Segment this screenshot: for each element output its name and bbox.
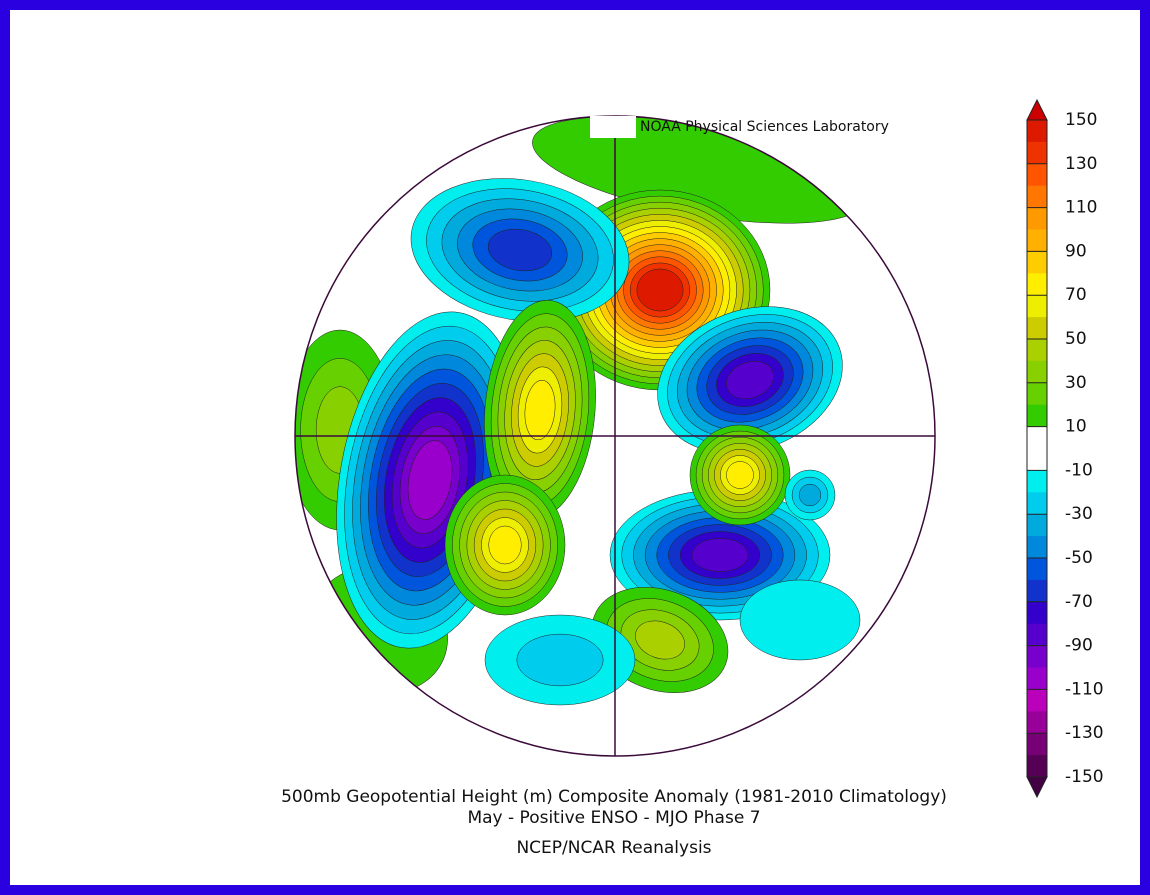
credit: NOAA Physical Sciences Laboratory xyxy=(640,119,889,135)
colorbar-segment xyxy=(1027,536,1047,559)
colorbar-label: -50 xyxy=(1065,548,1093,568)
colorbar-segment xyxy=(1027,251,1047,274)
colorbar-segment xyxy=(1027,470,1047,493)
colorbar-segment xyxy=(1027,207,1047,230)
anomaly-contour xyxy=(798,483,822,507)
colorbar-segment xyxy=(1027,229,1047,252)
colorbar-label: 90 xyxy=(1065,241,1087,261)
subtitle: May - Positive ENSO - MJO Phase 7 xyxy=(467,808,760,828)
anomaly-contour xyxy=(524,379,556,441)
colorbar-label: 150 xyxy=(1065,110,1097,130)
colorbar-segment xyxy=(1027,711,1047,734)
colorbar-segment xyxy=(1027,382,1047,406)
colorbar-segment xyxy=(1027,755,1047,778)
colorbar-segment xyxy=(1027,514,1047,537)
anomaly-contour xyxy=(488,525,522,565)
colorbar-label: -30 xyxy=(1065,504,1093,524)
colorbar-segment xyxy=(1027,120,1047,143)
colorbar-label: -150 xyxy=(1065,767,1104,787)
anomaly-contour xyxy=(407,440,453,520)
colorbar-label: 110 xyxy=(1065,198,1097,218)
colorbar-segment xyxy=(1027,360,1047,384)
colorbar-segment xyxy=(1027,426,1047,449)
source: NCEP/NCAR Reanalysis xyxy=(516,838,711,858)
colorbar-segment xyxy=(1027,295,1047,318)
anomaly-contour xyxy=(487,228,553,272)
colorbar-label: -10 xyxy=(1065,460,1093,480)
colorbar-segment xyxy=(1027,645,1047,668)
colorbar-label: -70 xyxy=(1065,592,1093,612)
colorbar-segment xyxy=(1027,601,1047,625)
colorbar-label: 50 xyxy=(1065,329,1087,349)
colorbar-label: -110 xyxy=(1065,679,1104,699)
colorbar-label: -90 xyxy=(1065,636,1093,656)
colorbar-label: 130 xyxy=(1065,154,1097,174)
colorbar-segment xyxy=(1027,404,1047,428)
colorbar-segment xyxy=(1027,317,1047,340)
label-box xyxy=(590,116,636,138)
colorbar-label: 70 xyxy=(1065,285,1087,305)
anomaly-contour xyxy=(726,461,754,489)
colorbar-segment xyxy=(1027,667,1047,690)
colorbar-segment xyxy=(1027,579,1047,603)
colorbar-label: -130 xyxy=(1065,723,1104,743)
colorbar-label: 10 xyxy=(1065,417,1087,437)
title: 500mb Geopotential Height (m) Composite … xyxy=(281,787,947,807)
colorbar-segment xyxy=(1027,623,1047,647)
colorbar: 150 130 110 90 70 50 30 10 -10 -30 -50 -70 -90 -110 -1… xyxy=(1026,98,1104,799)
colorbar-label: 30 xyxy=(1065,373,1087,393)
anomaly-contour xyxy=(739,579,861,661)
anomaly-contour xyxy=(516,633,604,687)
anomaly-contour xyxy=(726,360,774,400)
colorbar-segment xyxy=(1027,689,1047,712)
colorbar-segment xyxy=(1027,163,1047,187)
colorbar-segment xyxy=(1027,448,1047,471)
colorbar-segment xyxy=(1027,185,1047,209)
colorbar-segment xyxy=(1027,733,1047,756)
colorbar-segment xyxy=(1027,273,1047,296)
anomaly-contour xyxy=(636,268,684,312)
colorbar-segment xyxy=(1027,339,1047,362)
colorbar-segment xyxy=(1027,558,1047,581)
anomaly-contour xyxy=(691,538,749,572)
map-frame xyxy=(294,115,936,757)
colorbar-segment xyxy=(1027,492,1047,515)
colorbar-segment xyxy=(1027,141,1047,165)
anomaly-contour xyxy=(635,620,685,660)
